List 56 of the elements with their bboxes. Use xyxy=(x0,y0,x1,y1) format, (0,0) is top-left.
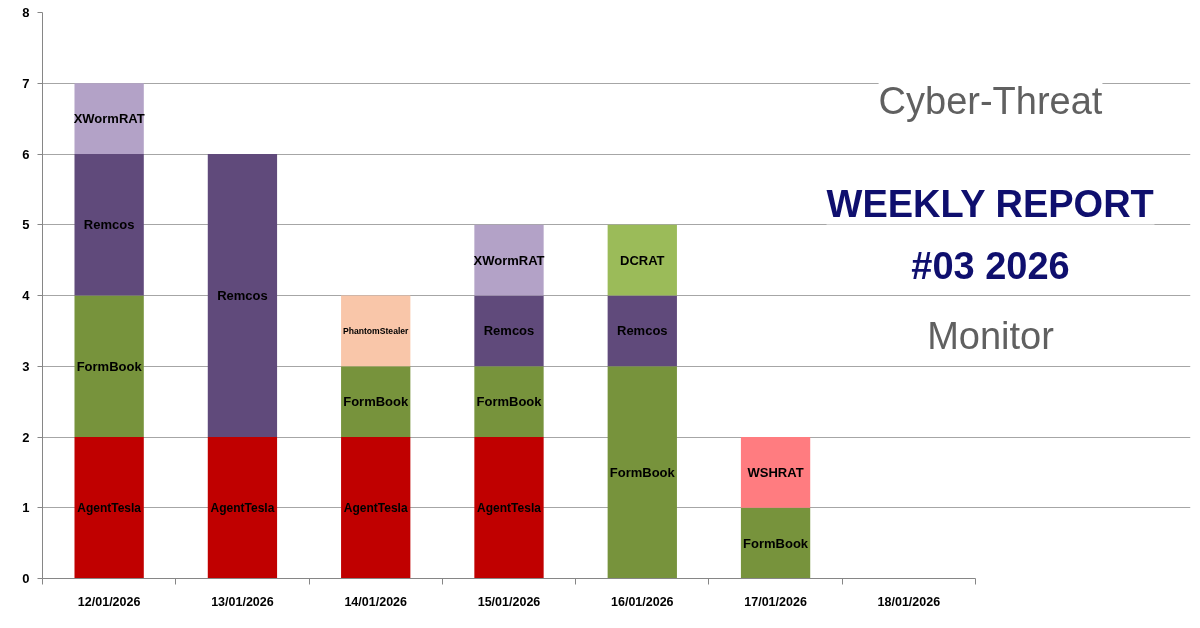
series-label: XWormRAT xyxy=(73,111,145,127)
x-tick-label: 14/01/2026 xyxy=(344,594,408,609)
bar xyxy=(607,224,677,296)
series-label: AgentTesla xyxy=(210,500,275,515)
x-tick-label: 17/01/2026 xyxy=(744,594,807,609)
bar xyxy=(341,295,411,367)
y-tick-label: 5 xyxy=(22,217,30,233)
series-label: FormBook xyxy=(343,394,409,410)
bar xyxy=(474,366,544,437)
text: WEEKLY REPORT xyxy=(826,182,1154,225)
y-tick-label: 1 xyxy=(22,500,30,516)
text: Remcos xyxy=(483,323,535,339)
series-label: Remcos xyxy=(217,288,268,303)
x-tick-label: 15/01/2026 xyxy=(477,594,541,609)
text: Remcos xyxy=(617,323,668,339)
bar xyxy=(207,437,278,579)
y-tick-label: 7 xyxy=(22,75,30,91)
series-label: WSHRAT xyxy=(747,464,804,480)
text: AgentTesla xyxy=(77,500,142,515)
bar xyxy=(740,437,811,508)
y-tick-label: 3 xyxy=(22,358,30,374)
x-tick-label: 13/01/2026 xyxy=(211,594,274,609)
bar xyxy=(74,83,144,154)
y-tick-label: 8 xyxy=(22,5,30,20)
x-tick-label: 18/01/2026 xyxy=(877,594,941,609)
text: FormBook xyxy=(609,464,675,480)
x-tick-label: 12/01/2026 xyxy=(77,594,141,609)
bar xyxy=(341,437,411,579)
bar xyxy=(207,154,278,437)
x-tick-label: 16/01/2026 xyxy=(611,594,674,609)
text: #03 2026 xyxy=(911,244,1070,287)
annotation: Cyber-Threat xyxy=(878,79,1103,122)
text: FormBook xyxy=(476,394,542,410)
bar xyxy=(740,507,811,579)
bar xyxy=(74,437,144,579)
bar xyxy=(341,366,411,437)
bar xyxy=(74,295,144,437)
y-tick-label: 0 xyxy=(22,571,30,586)
annotation: Monitor xyxy=(927,314,1055,357)
text: FormBook xyxy=(76,358,142,374)
bar xyxy=(474,224,544,296)
text: Remcos xyxy=(83,217,135,233)
series-label: DCRAT xyxy=(620,252,665,268)
y-tick-label: 2 xyxy=(22,429,30,445)
series-label: PhantomStealer xyxy=(343,325,410,336)
text: AgentTesla xyxy=(477,500,541,515)
text: XWormRAT xyxy=(473,252,545,268)
y-tick-label: 4 xyxy=(22,288,31,303)
bar xyxy=(607,366,677,579)
bar xyxy=(474,437,544,579)
text: AgentTesla xyxy=(343,500,408,515)
bar xyxy=(474,295,544,367)
text: FormBook xyxy=(743,535,809,551)
bar xyxy=(74,154,144,296)
y-tick-label: 6 xyxy=(22,146,30,162)
bar xyxy=(607,295,677,367)
